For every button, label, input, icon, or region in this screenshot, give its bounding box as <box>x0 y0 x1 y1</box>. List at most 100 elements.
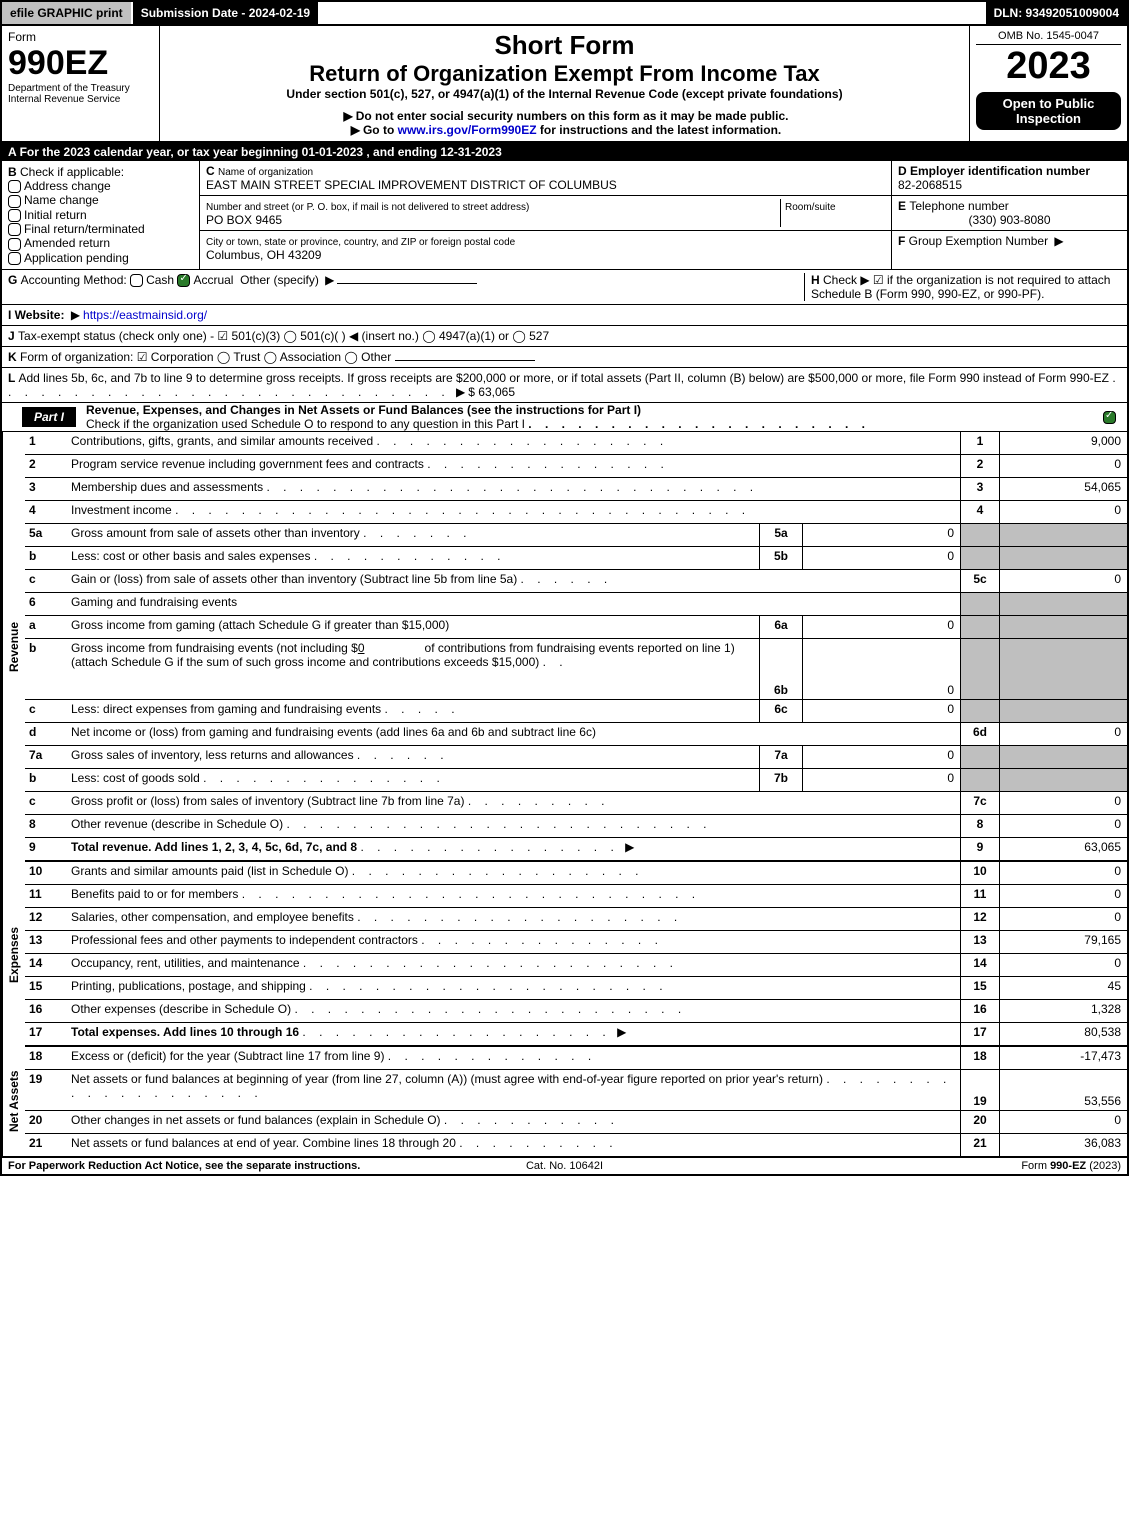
row-num: c <box>25 570 67 592</box>
row-desc: Less: direct expenses from gaming and fu… <box>71 702 381 716</box>
checkbox-cash[interactable] <box>130 274 143 287</box>
line-A: A For the 2023 calendar year, or tax yea… <box>0 143 1129 161</box>
amount: 0 <box>999 570 1127 592</box>
row-desc: Net assets or fund balances at end of ye… <box>71 1136 456 1150</box>
form-word: Form <box>8 30 153 44</box>
arrow-icon <box>348 123 363 137</box>
row-num: 8 <box>25 815 67 837</box>
checkbox-final-return[interactable] <box>8 223 21 236</box>
arrow-icon <box>322 273 337 287</box>
section-C: C Name of organization EAST MAIN STREET … <box>200 161 892 269</box>
row-desc: Program service revenue including govern… <box>71 457 424 471</box>
row-num: 21 <box>25 1134 67 1156</box>
amount: 79,165 <box>999 931 1127 953</box>
part1-header: Part I Revenue, Expenses, and Changes in… <box>0 403 1129 432</box>
ein-value: 82-2068515 <box>898 178 962 192</box>
box-num: 1 <box>960 432 999 454</box>
row-desc: Gain or (loss) from sale of assets other… <box>71 572 517 586</box>
d-label: Employer identification number <box>910 164 1090 178</box>
row-desc: Less: cost of goods sold <box>71 771 200 785</box>
sub-num: 6a <box>759 616 802 638</box>
amount: 45 <box>999 977 1127 999</box>
box-num: 11 <box>960 885 999 907</box>
c-city-label: City or town, state or province, country… <box>206 237 515 248</box>
amount-grey <box>999 547 1127 569</box>
amount: 0 <box>999 723 1127 745</box>
row-desc: Gross income from gaming (attach Schedul… <box>71 618 449 632</box>
part1-check-text: Check if the organization used Schedule … <box>86 417 525 431</box>
row-num: 9 <box>25 838 67 860</box>
box-num: 4 <box>960 501 999 523</box>
amount-grey <box>999 524 1127 546</box>
checkbox-address-change[interactable] <box>8 180 21 193</box>
dln-label: DLN: 93492051009004 <box>986 2 1127 24</box>
line-J: J Tax-exempt status (check only one) - ☑… <box>0 326 1129 347</box>
sub-num: 5a <box>759 524 802 546</box>
website-link[interactable]: https://eastmainsid.org/ <box>83 308 207 322</box>
sub-num: 7b <box>759 769 802 791</box>
irs-link[interactable]: www.irs.gov/Form990EZ <box>398 123 537 137</box>
amount: 80,538 <box>999 1023 1127 1045</box>
g-other: Other (specify) <box>240 273 319 287</box>
revenue-table: Revenue 1Contributions, gifts, grants, a… <box>0 432 1129 862</box>
org-name: EAST MAIN STREET SPECIAL IMPROVEMENT DIS… <box>206 178 617 192</box>
row-num: d <box>25 723 67 745</box>
page-footer: For Paperwork Reduction Act Notice, see … <box>0 1158 1129 1176</box>
amount: 36,083 <box>999 1134 1127 1156</box>
city: Columbus, OH 43209 <box>206 248 321 262</box>
checkbox-pending[interactable] <box>8 252 21 265</box>
amount: 0 <box>999 908 1127 930</box>
amount: 0 <box>999 792 1127 814</box>
checkbox-initial-return[interactable] <box>8 209 21 222</box>
checkbox-accrual[interactable] <box>177 274 190 287</box>
box-num: 16 <box>960 1000 999 1022</box>
f-label: Group Exemption Number <box>909 234 1048 248</box>
amount: 0 <box>999 815 1127 837</box>
row-num: 6 <box>25 593 67 615</box>
row-num: b <box>25 769 67 791</box>
box-num: 7c <box>960 792 999 814</box>
sub-num: 6b <box>759 639 802 699</box>
check-applicable-label: Check if applicable: <box>20 165 124 179</box>
netassets-table: Net Assets 18 Excess or (deficit) for the… <box>0 1047 1129 1158</box>
checkbox-name-change[interactable] <box>8 195 21 208</box>
sub-val: 0 <box>802 769 960 791</box>
row-num: 13 <box>25 931 67 953</box>
box-num: 6d <box>960 723 999 745</box>
part1-title: Revenue, Expenses, and Changes in Net As… <box>76 403 1103 431</box>
department-label: Department of the Treasury Internal Reve… <box>8 83 153 105</box>
b-opt: Amended return <box>24 236 110 250</box>
box-num: 12 <box>960 908 999 930</box>
b-opt: Initial return <box>24 208 87 222</box>
row-desc: Excess or (deficit) for the year (Subtra… <box>71 1049 384 1063</box>
checkbox-amended[interactable] <box>8 238 21 251</box>
row-desc: Salaries, other compensation, and employ… <box>71 910 354 924</box>
row-num: 7a <box>25 746 67 768</box>
form-number: 990EZ <box>8 44 153 83</box>
efile-print-button[interactable]: efile GRAPHIC print <box>2 2 133 24</box>
g-label: Accounting Method: <box>21 273 127 287</box>
room-label: Room/suite <box>785 202 836 213</box>
row-desc: Other revenue (describe in Schedule O) <box>71 817 283 831</box>
sub-val: 0 <box>802 524 960 546</box>
box-grey <box>960 524 999 546</box>
row-num: 3 <box>25 478 67 500</box>
phone-value: (330) 903-8080 <box>898 213 1121 227</box>
amount-grey <box>999 746 1127 768</box>
netassets-sidelabel: Net Assets <box>2 1047 25 1156</box>
checkbox-schedule-o[interactable] <box>1103 411 1116 424</box>
amount: 0 <box>999 862 1127 884</box>
amount: 54,065 <box>999 478 1127 500</box>
row-num: 20 <box>25 1111 67 1133</box>
row-num: 19 <box>25 1070 67 1110</box>
short-form-title: Short Form <box>166 30 963 61</box>
row-num: 17 <box>25 1023 67 1045</box>
amount: 0 <box>999 501 1127 523</box>
b-opt: Address change <box>24 179 111 193</box>
h-text: Check ▶ ☑ if the organization is not req… <box>811 273 1110 301</box>
box-num: 2 <box>960 455 999 477</box>
box-num: 17 <box>960 1023 999 1045</box>
amount: 1,328 <box>999 1000 1127 1022</box>
section-B: B Check if applicable: Address change Na… <box>2 161 200 269</box>
box-num: 18 <box>960 1047 999 1069</box>
